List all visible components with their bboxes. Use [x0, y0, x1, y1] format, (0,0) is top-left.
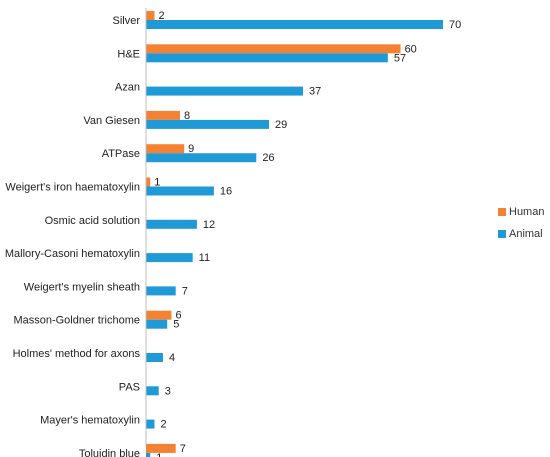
bar-animal — [146, 153, 257, 163]
data-label-animal: 26 — [262, 152, 274, 164]
category-label: Silver — [112, 15, 140, 27]
legend-item-human: Human — [498, 206, 544, 218]
legend-label: Animal — [509, 228, 543, 240]
category-label: Holmes' method for axons — [13, 348, 141, 360]
bar-human — [146, 44, 401, 54]
data-label-human: 9 — [188, 143, 194, 155]
category-label: Masson-Goldner trichome — [13, 315, 140, 327]
category-label: H&E — [117, 48, 140, 60]
bar-animal — [146, 20, 443, 29]
bar-animal — [146, 386, 159, 396]
data-label-animal: 11 — [199, 252, 210, 264]
data-label-animal: 5 — [173, 319, 179, 331]
bar-animal — [146, 419, 155, 429]
bar-animal — [146, 253, 193, 263]
data-label-human: 1 — [154, 177, 160, 189]
data-label-human: 6 — [175, 310, 181, 322]
bar-human — [146, 177, 151, 187]
category-label: Weigert's iron haematoxylin — [5, 182, 140, 194]
bar-human — [146, 144, 185, 154]
data-label-animal: 3 — [165, 385, 171, 397]
category-label: Weigert's myelin sheath — [24, 281, 140, 293]
bar-human — [146, 443, 176, 453]
data-label-human: 60 — [405, 43, 417, 55]
legend-label: Human — [509, 206, 544, 218]
category-label: PAS — [119, 381, 140, 393]
data-label-human: 8 — [184, 110, 190, 122]
bar-animal — [146, 286, 176, 296]
bar-animal — [146, 452, 151, 457]
data-label-animal: 29 — [275, 119, 287, 131]
legend-swatch — [498, 230, 506, 238]
data-label-animal: 7 — [182, 285, 188, 297]
data-label-human: 2 — [158, 10, 164, 22]
legend: Human Animal — [498, 206, 544, 240]
legend-swatch — [498, 208, 506, 216]
bar-animal — [146, 353, 163, 362]
data-label-animal: 70 — [449, 19, 461, 31]
bar-human — [146, 11, 155, 20]
category-label: Van Giesen — [83, 115, 140, 127]
data-label-animal: 37 — [309, 86, 321, 98]
bar-human — [146, 310, 172, 320]
data-label-animal: 4 — [169, 352, 175, 364]
category-label: Toluidin blue — [79, 448, 140, 457]
bar-animal — [146, 186, 214, 196]
category-label: ATPase — [102, 148, 140, 160]
data-label-animal: 57 — [394, 52, 406, 64]
bars-layer — [146, 11, 443, 457]
bar-animal — [146, 53, 388, 63]
legend-item-animal: Animal — [498, 228, 543, 240]
bar-animal — [146, 86, 303, 96]
bar-animal — [146, 219, 197, 229]
bar-human — [146, 110, 180, 120]
bar-animal — [146, 319, 168, 329]
data-label-human: 7 — [180, 443, 186, 455]
category-label: Osmic acid solution — [45, 215, 140, 227]
category-label: Azan — [115, 82, 140, 94]
data-label-animal: 12 — [203, 219, 215, 231]
data-label-animal: 2 — [160, 419, 166, 431]
data-label-animal: 16 — [220, 186, 232, 198]
category-label: Mallory-Casoni hematoxylin — [5, 248, 140, 260]
category-label: Mayer's hematoxylin — [40, 415, 140, 427]
bar-animal — [146, 119, 270, 129]
data-label-animal: 1 — [156, 452, 162, 457]
